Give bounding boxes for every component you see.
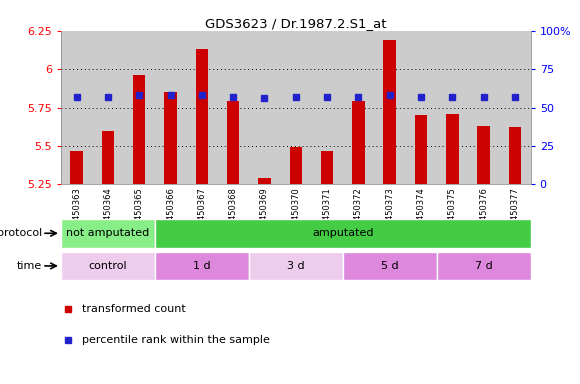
Bar xyxy=(289,147,302,184)
Bar xyxy=(258,178,271,184)
Bar xyxy=(509,127,521,184)
Bar xyxy=(383,40,396,184)
Bar xyxy=(133,75,146,184)
Text: protocol: protocol xyxy=(0,228,42,238)
Text: 3 d: 3 d xyxy=(287,261,305,271)
Text: time: time xyxy=(17,261,42,271)
Bar xyxy=(249,252,343,280)
Text: transformed count: transformed count xyxy=(82,304,186,314)
Bar xyxy=(446,114,459,184)
Bar xyxy=(155,252,249,280)
Bar xyxy=(102,131,114,184)
Bar xyxy=(155,219,531,248)
Bar xyxy=(61,252,155,280)
Bar xyxy=(343,252,437,280)
Text: 7 d: 7 d xyxy=(475,261,492,271)
Title: GDS3623 / Dr.1987.2.S1_at: GDS3623 / Dr.1987.2.S1_at xyxy=(205,17,386,30)
Text: control: control xyxy=(89,261,127,271)
Bar xyxy=(61,219,155,248)
Bar xyxy=(321,151,333,184)
Bar xyxy=(437,252,531,280)
Bar xyxy=(477,126,490,184)
Bar xyxy=(70,151,83,184)
Bar xyxy=(195,49,208,184)
Bar xyxy=(227,101,240,184)
Bar xyxy=(352,101,365,184)
Text: amputated: amputated xyxy=(312,228,374,238)
Text: 5 d: 5 d xyxy=(381,261,398,271)
Text: 1 d: 1 d xyxy=(193,261,211,271)
Bar xyxy=(164,92,177,184)
Text: not amputated: not amputated xyxy=(66,228,150,238)
Bar xyxy=(415,115,427,184)
Text: percentile rank within the sample: percentile rank within the sample xyxy=(82,335,270,345)
